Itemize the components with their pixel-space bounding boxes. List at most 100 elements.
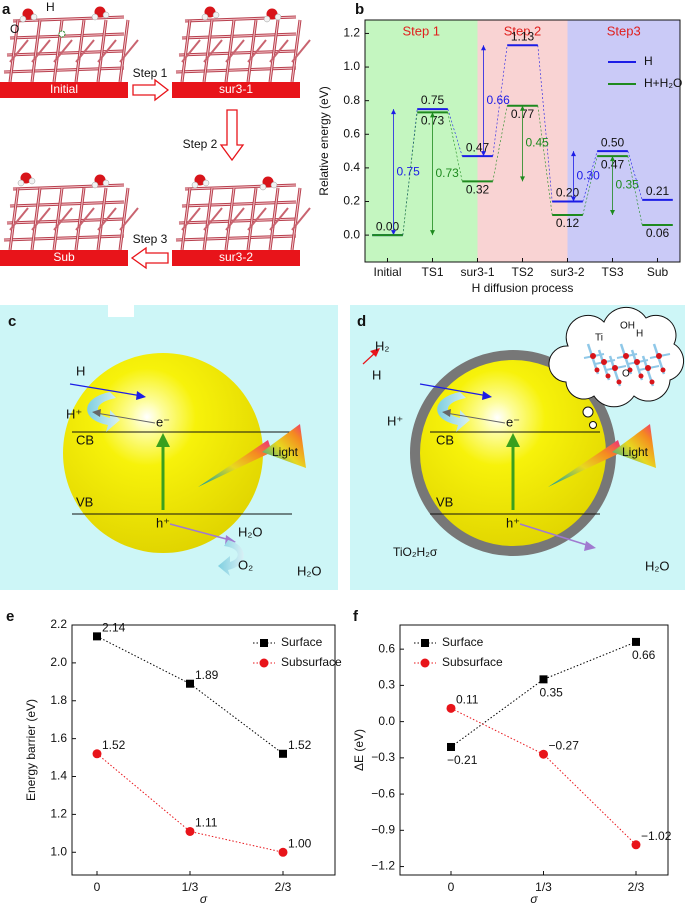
- inset-atom: [656, 353, 662, 359]
- h-plus-arrow: [87, 392, 120, 432]
- marker: [632, 637, 640, 646]
- y-tick-label: 0.6: [343, 126, 360, 140]
- reactant-label: H₂O: [238, 524, 263, 539]
- bond: [175, 235, 297, 241]
- y-tick-label: 0.4: [343, 160, 360, 174]
- value-label: 0.50: [601, 135, 625, 149]
- bond: [9, 19, 19, 83]
- atomic-structure: [175, 183, 311, 251]
- panel-a: a Initial sur3-1 sur3-2 Sub O H Step 1 Step 2 St…: [0, 0, 311, 270]
- marker: [93, 632, 101, 641]
- hydrogen-atom: [263, 15, 271, 23]
- inset-structure: [583, 343, 671, 387]
- y-tick-label: 2.0: [50, 655, 67, 669]
- arrow-head: [520, 176, 525, 182]
- h-plus-arrow: [437, 392, 470, 432]
- panel-label: e: [6, 608, 14, 625]
- arrow-head: [520, 105, 525, 111]
- arrow-head: [481, 45, 486, 51]
- state-bar: [172, 82, 300, 98]
- atomic-structure: [3, 15, 139, 83]
- bond: [53, 187, 63, 251]
- bond: [181, 39, 201, 63]
- bond: [181, 187, 191, 251]
- inset-atom: [605, 373, 611, 379]
- arrow-head: [481, 151, 486, 157]
- x-tick-label: sur3-2: [550, 265, 584, 279]
- bond: [31, 207, 51, 231]
- series-line: [96, 753, 284, 853]
- bond: [75, 19, 85, 83]
- arrow-head: [391, 109, 396, 115]
- bond: [291, 39, 311, 63]
- marker: [447, 742, 455, 751]
- arrow-head: [442, 409, 451, 417]
- bond: [75, 39, 95, 63]
- value-label: 0.12: [556, 216, 580, 230]
- hydrogen-atom: [102, 179, 110, 187]
- x-axis-title: σ: [530, 892, 538, 903]
- bond: [225, 19, 235, 83]
- state-label: sur3-1: [219, 82, 253, 96]
- hydrogen-atom: [19, 15, 27, 23]
- arrow-head: [482, 391, 492, 400]
- y-axis-title: Relative energy (eV): [317, 86, 331, 195]
- h-arrow: [69, 383, 143, 397]
- marker: [539, 675, 548, 684]
- hydrogen-atom: [191, 181, 199, 189]
- marker: [539, 749, 548, 759]
- hydrogen-atom: [270, 181, 278, 189]
- step-label: Step 1: [133, 66, 168, 80]
- hydrogen-atom: [17, 179, 25, 187]
- value-label: −0.21: [447, 753, 478, 767]
- x-tick-label: 1/3: [535, 880, 552, 894]
- x-tick-label: 2/3: [628, 880, 645, 894]
- arrow-head: [370, 348, 380, 357]
- bond: [175, 67, 297, 73]
- light-beam: [548, 440, 622, 487]
- marker: [446, 703, 456, 713]
- hole-label: h⁺: [156, 515, 170, 530]
- atomic-structure: [175, 15, 311, 83]
- solvent-label: H₂O: [297, 563, 322, 578]
- light-cone: [612, 424, 656, 468]
- inset-atom: [660, 367, 666, 373]
- electron-arrow: [445, 412, 506, 424]
- arrow-head: [430, 230, 435, 236]
- arrow-head: [92, 409, 101, 417]
- bond: [6, 50, 125, 56]
- y-tick-label: 1.0: [50, 844, 67, 858]
- bond: [9, 39, 29, 63]
- bond: [181, 19, 191, 83]
- legend-label: Surface: [281, 635, 323, 649]
- connector: [627, 150, 643, 200]
- y-tick-label: −0.3: [371, 750, 395, 764]
- x-tick-label: TS3: [601, 265, 623, 279]
- hydrogen-atom: [212, 11, 220, 19]
- product-label: O₂: [238, 557, 253, 572]
- value-label: 0.21: [646, 184, 670, 198]
- inset-atom: [616, 379, 622, 385]
- connector: [402, 112, 418, 236]
- step-label: Step 3: [133, 232, 168, 246]
- arrow-head: [430, 112, 435, 118]
- value-label: 0.20: [556, 186, 580, 200]
- bond: [97, 207, 117, 231]
- bond: [97, 19, 107, 83]
- atom-label: O: [10, 22, 19, 36]
- inset-atom: [627, 367, 633, 373]
- hydrogen-atom: [274, 13, 282, 21]
- hole-arrow: [519, 523, 591, 547]
- y-tick-label: 1.6: [50, 731, 67, 745]
- bond: [225, 187, 235, 251]
- x-tick-label: sur3-1: [460, 265, 494, 279]
- hydrogen-atom: [202, 179, 210, 187]
- inset-atom: [645, 365, 651, 371]
- h-plus-label: H⁺: [387, 413, 403, 428]
- bond: [97, 187, 107, 251]
- bond: [119, 19, 129, 83]
- value-label: 1.13: [511, 29, 535, 43]
- value-label: 1.11: [195, 816, 218, 830]
- inset-atom: [612, 365, 618, 371]
- bond: [225, 207, 245, 231]
